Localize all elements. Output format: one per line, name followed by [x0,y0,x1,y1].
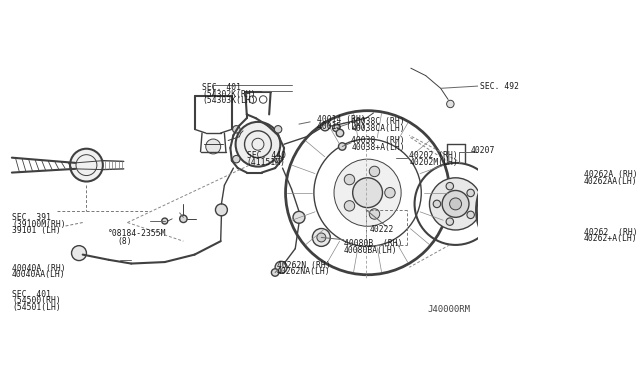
Text: 40038C (RH): 40038C (RH) [351,118,404,126]
Circle shape [344,174,355,185]
Circle shape [317,233,326,242]
Text: 40080BA(LH): 40080BA(LH) [344,246,397,254]
Circle shape [467,211,474,219]
Text: (41151M): (41151M) [247,158,286,167]
Text: SEC. 401: SEC. 401 [202,83,241,92]
Text: 40015 (LH): 40015 (LH) [317,122,365,131]
Text: 40262  (RH): 40262 (RH) [584,228,637,237]
Text: SEC. 401: SEC. 401 [12,290,51,299]
Text: (54501(LH): (54501(LH) [12,303,61,312]
Text: 40207: 40207 [470,146,495,155]
Text: SEC. 391: SEC. 391 [12,213,51,222]
Circle shape [70,149,103,182]
Text: (54500(RH): (54500(RH) [12,296,61,305]
Circle shape [539,189,546,197]
Text: 40262AA(LH): 40262AA(LH) [584,177,637,186]
Text: 39101 (LH): 39101 (LH) [12,226,61,235]
Text: 40038+A(LH): 40038+A(LH) [351,143,404,152]
Circle shape [447,100,454,108]
Circle shape [259,96,267,103]
Circle shape [180,215,187,222]
Text: SEC. 492: SEC. 492 [480,82,519,91]
Circle shape [275,261,287,273]
Circle shape [433,200,441,208]
Text: 40262A (RH): 40262A (RH) [584,170,637,179]
Circle shape [385,187,395,198]
Text: (54303K(LH): (54303K(LH) [202,96,255,105]
Text: 40080B  (RH): 40080B (RH) [344,239,402,248]
Circle shape [467,189,474,197]
Circle shape [446,218,454,225]
Circle shape [344,201,355,211]
Circle shape [506,212,514,220]
Circle shape [275,126,282,133]
Text: 40202M(LH): 40202M(LH) [410,158,458,167]
Circle shape [162,218,168,224]
Circle shape [450,198,461,210]
Circle shape [369,209,380,219]
Circle shape [293,211,305,223]
Text: 40040A (RH): 40040A (RH) [12,263,65,273]
Circle shape [275,155,282,163]
Circle shape [206,139,221,154]
Circle shape [514,189,522,197]
Circle shape [429,178,482,230]
Text: °08184-2355M: °08184-2355M [108,229,166,238]
Circle shape [570,205,577,211]
Circle shape [339,143,346,150]
Circle shape [334,159,401,226]
Text: 40038  (RH): 40038 (RH) [351,136,404,145]
Text: 40262NA(LH): 40262NA(LH) [276,267,330,276]
Circle shape [232,126,240,133]
Circle shape [321,122,330,131]
Text: 40040AA(LH): 40040AA(LH) [12,270,65,279]
Text: J40000RM: J40000RM [428,305,470,314]
Circle shape [336,129,344,137]
Circle shape [353,178,383,208]
Text: (39100M(RH): (39100M(RH) [12,219,65,228]
Text: SEC. 440: SEC. 440 [247,151,286,160]
Circle shape [216,204,227,216]
Text: 40262N (RH): 40262N (RH) [276,260,330,270]
Text: 40202 (RH): 40202 (RH) [410,151,458,160]
Text: (54302K(RH): (54302K(RH) [202,90,255,99]
Circle shape [369,166,380,177]
Circle shape [568,202,579,214]
Text: 40014 (RH): 40014 (RH) [317,115,365,124]
Circle shape [333,124,340,132]
Circle shape [236,122,280,167]
Circle shape [232,155,240,163]
Circle shape [446,182,454,190]
Circle shape [442,190,469,217]
Circle shape [312,228,330,246]
Circle shape [514,193,547,226]
Circle shape [527,227,534,234]
Text: 40038CA(LH): 40038CA(LH) [351,124,404,133]
Circle shape [271,269,279,276]
Circle shape [249,96,257,103]
Circle shape [72,246,86,260]
Text: 40262+A(LH): 40262+A(LH) [584,234,637,243]
Circle shape [547,212,554,220]
Text: 40222: 40222 [370,225,394,234]
Text: (8): (8) [117,237,132,246]
